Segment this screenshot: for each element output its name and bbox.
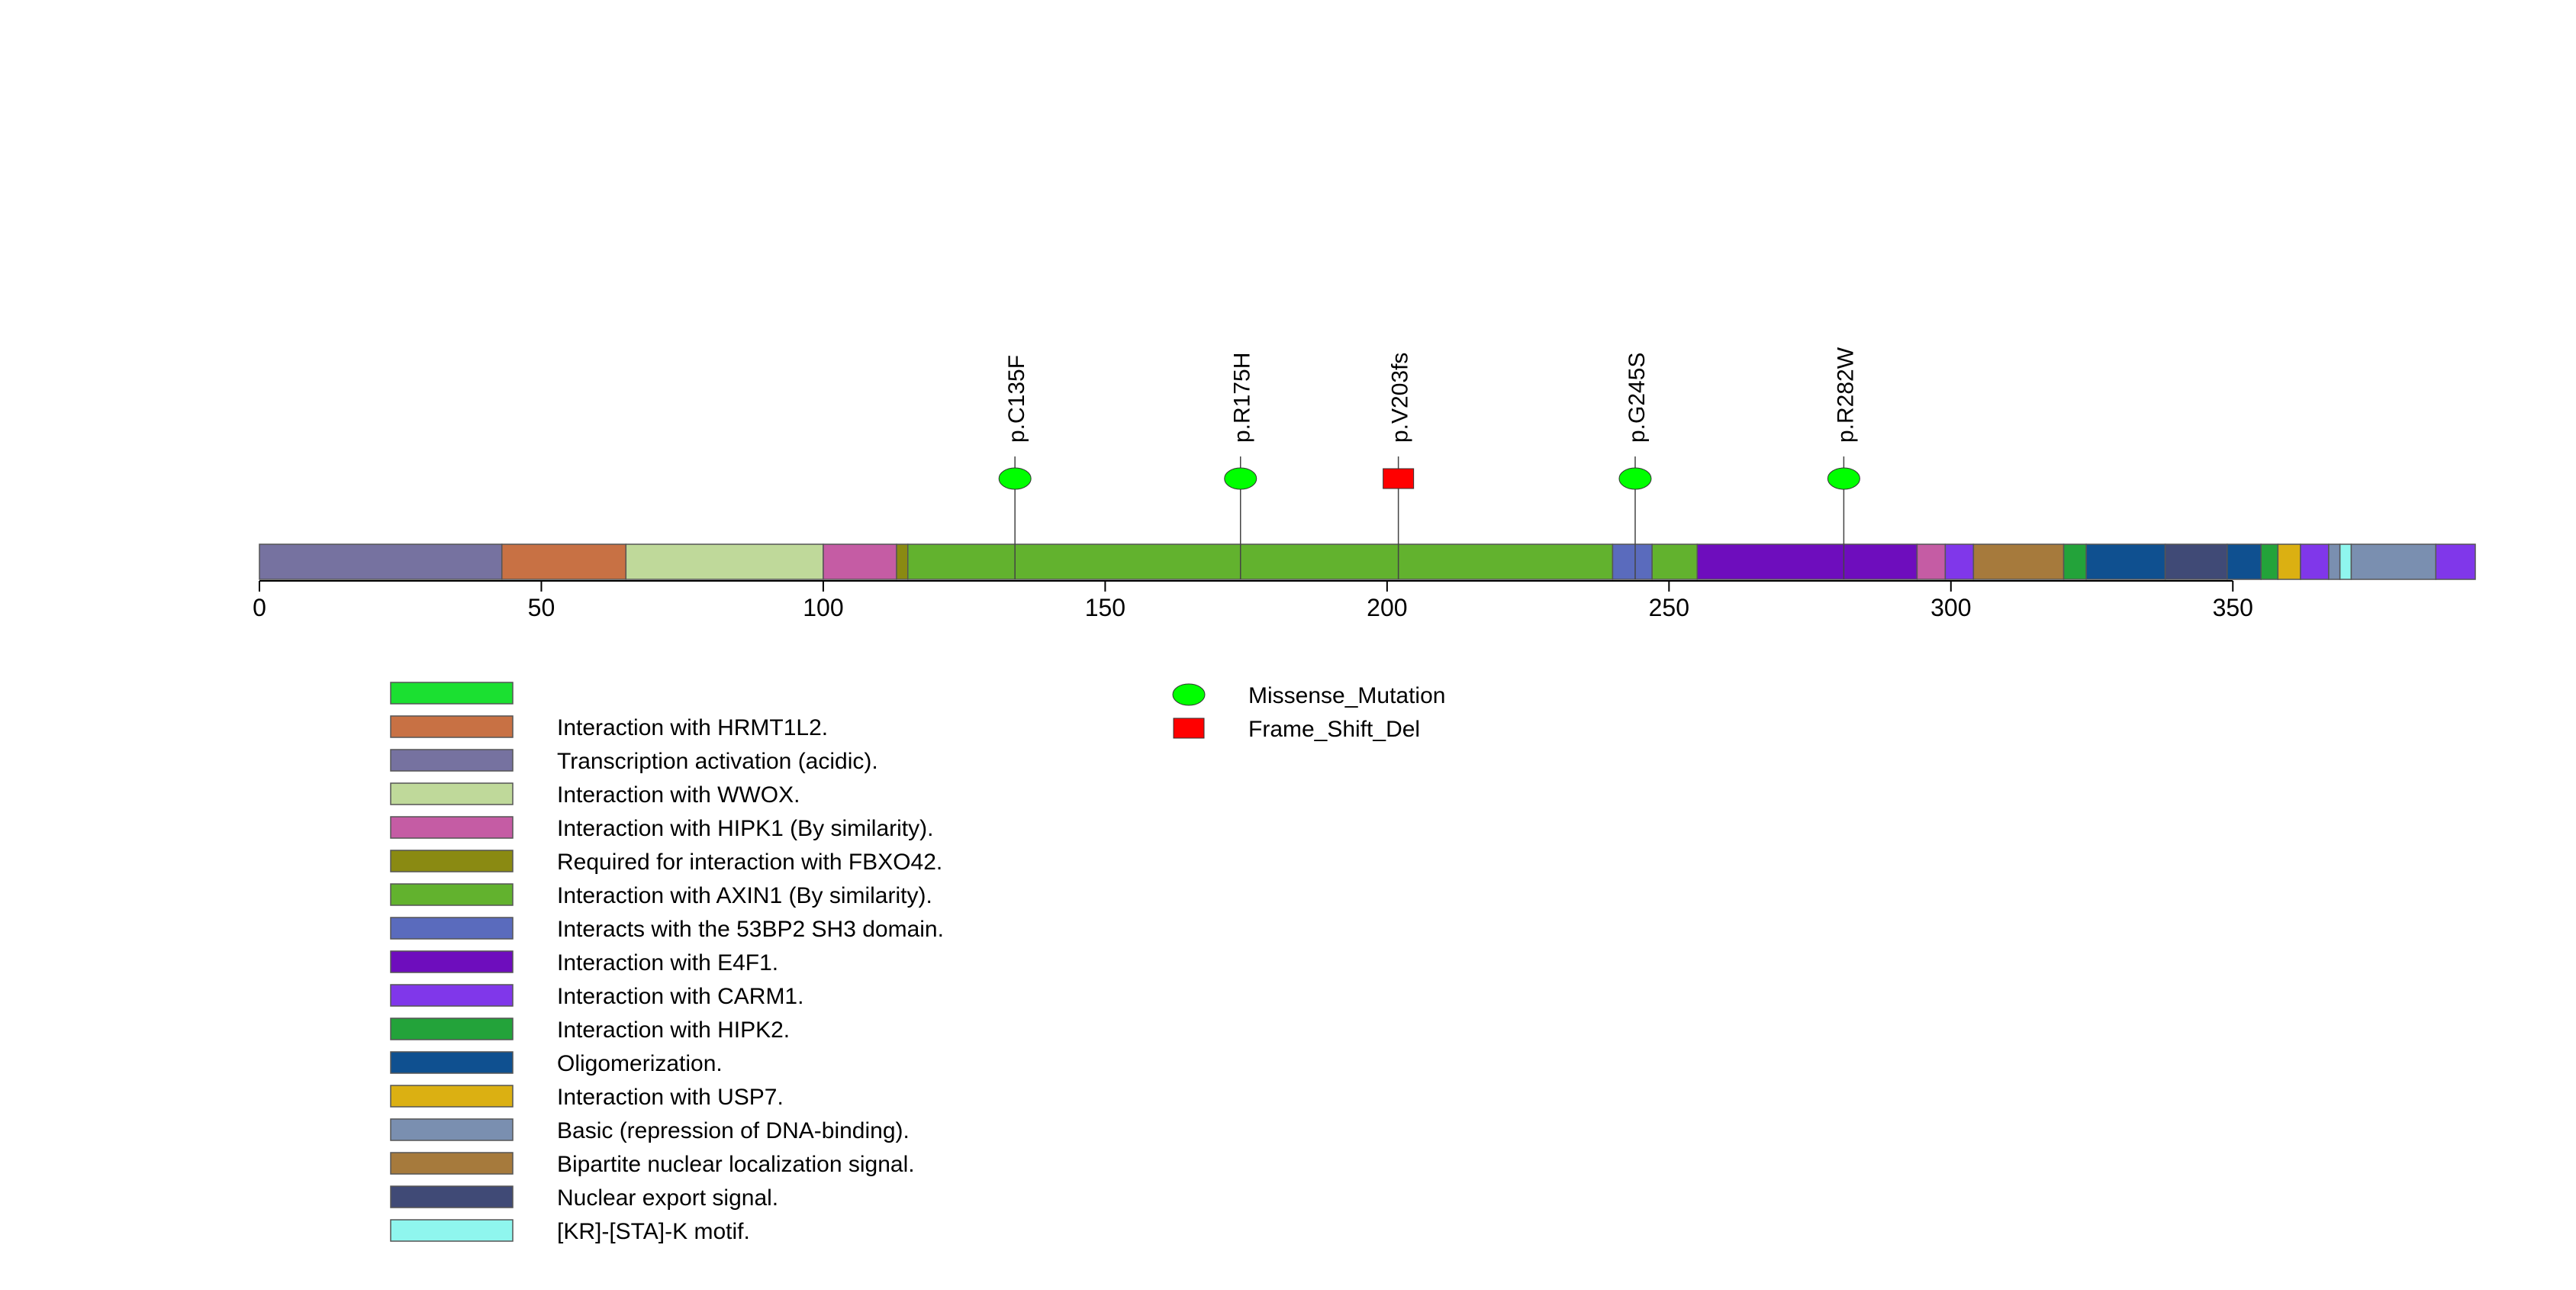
mutation-markers-layer: p.C135F p.R175H p.V203fs p.G245S p.R282W (998, 347, 1860, 579)
domain-segment (896, 543, 909, 580)
legend-label: Interaction with HRMT1L2. (557, 715, 828, 740)
protein-domain-track (259, 543, 2476, 580)
legend-swatch (390, 1017, 514, 1040)
domain-segment (907, 543, 1614, 580)
x-axis-tick-label: 50 (528, 594, 555, 621)
legend-swatch (390, 984, 514, 1007)
domain-segment (2277, 543, 2301, 580)
domain-segment (1972, 543, 2065, 580)
missense-mutation-marker (1618, 467, 1652, 490)
legend-label: Interaction with CARM1. (557, 984, 803, 1009)
missense-mutation-marker (1827, 467, 1860, 490)
x-axis-tick-label: 200 (1367, 594, 1407, 621)
legend-label: Interacts with the 53BP2 SH3 domain. (557, 917, 944, 942)
x-axis: 0 50 100 150 200 250 300 350 (253, 580, 2253, 621)
domain-segment (501, 543, 627, 580)
legend-label: Interaction with E4F1. (557, 950, 778, 976)
legend-swatch (390, 883, 514, 906)
legend-swatch (390, 1152, 514, 1175)
mutation-label: p.V203fs (1388, 353, 1413, 443)
legend-swatch (390, 1085, 514, 1108)
legend-swatch (390, 1185, 514, 1208)
domain-segment (259, 543, 503, 580)
legend-swatch (390, 1118, 514, 1141)
domain-segment (2260, 543, 2279, 580)
legend-swatch (390, 1051, 514, 1074)
domain-segment (2435, 543, 2476, 580)
legend-swatch (390, 749, 514, 772)
domain-segment (2164, 543, 2228, 580)
x-axis-tick-label: 150 (1085, 594, 1125, 621)
mutation-label: p.R175H (1230, 353, 1255, 443)
missense-legend-marker (1172, 683, 1206, 706)
domain-segment (1651, 543, 1699, 580)
domain-segment (2328, 543, 2341, 580)
legend-swatch (390, 850, 514, 872)
mutation-label: p.C135F (1004, 355, 1029, 443)
legend-label: Oligomerization. (557, 1051, 723, 1076)
legend-swatch (390, 950, 514, 973)
legend-swatch (390, 917, 514, 940)
mutation-legend-label: Missense_Mutation (1248, 683, 1445, 708)
domain-segment (823, 543, 897, 580)
x-axis-tick-label: 300 (1930, 594, 1971, 621)
legend-label: Required for interaction with FBXO42. (557, 850, 942, 875)
legend-label: Transcription activation (acidic). (557, 749, 878, 774)
x-axis-tick-label: 250 (1649, 594, 1689, 621)
legend-swatch (390, 682, 514, 705)
legend-label: Interaction with WWOX. (557, 782, 800, 808)
legend-label: Nuclear export signal. (557, 1185, 778, 1211)
domain-segment (2339, 543, 2352, 580)
domain-legend: Interaction with HRMT1L2. Transcription a… (390, 682, 944, 1244)
legend-swatch (390, 715, 514, 738)
missense-mutation-marker (1224, 467, 1257, 490)
legend-label: Interaction with HIPK2. (557, 1017, 790, 1043)
legend-swatch (390, 1219, 514, 1242)
x-axis-tick-label: 100 (803, 594, 843, 621)
legend-label: Basic (repression of DNA-binding). (557, 1118, 910, 1143)
x-axis-tick-label: 0 (253, 594, 266, 621)
x-axis-tick-label: 350 (2213, 594, 2253, 621)
missense-mutation-marker (998, 467, 1032, 490)
domain-segment (2062, 543, 2087, 580)
domain-segment (625, 543, 824, 580)
legend-label: [KR]-[STA]-K motif. (557, 1219, 750, 1244)
domain-segment (2085, 543, 2166, 580)
mutation-legend-label: Frame_Shift_Del (1248, 717, 1420, 742)
frame-shift-legend-marker (1173, 718, 1205, 739)
domain-segment (1944, 543, 1975, 580)
frame-shift-del-marker (1383, 468, 1415, 489)
domain-segment (2300, 543, 2330, 580)
mutation-label: p.G245S (1624, 353, 1650, 443)
domain-segment (2227, 543, 2262, 580)
legend-label: Interaction with USP7. (557, 1085, 784, 1110)
legend-swatch (390, 816, 514, 839)
domain-segment (2350, 543, 2437, 580)
domain-segment (1696, 543, 1918, 580)
legend-swatch (390, 782, 514, 805)
mutation-type-legend: Missense_Mutation Frame_Shift_Del (1172, 683, 1445, 742)
legend-label: Interaction with AXIN1 (By similarity). (557, 883, 932, 908)
legend-label: Interaction with HIPK1 (By similarity). (557, 816, 933, 841)
domain-segment (1612, 543, 1653, 580)
domain-segment (1916, 543, 1946, 580)
legend-label: Bipartite nuclear localization signal. (557, 1152, 915, 1177)
mutation-label: p.R282W (1833, 347, 1858, 443)
